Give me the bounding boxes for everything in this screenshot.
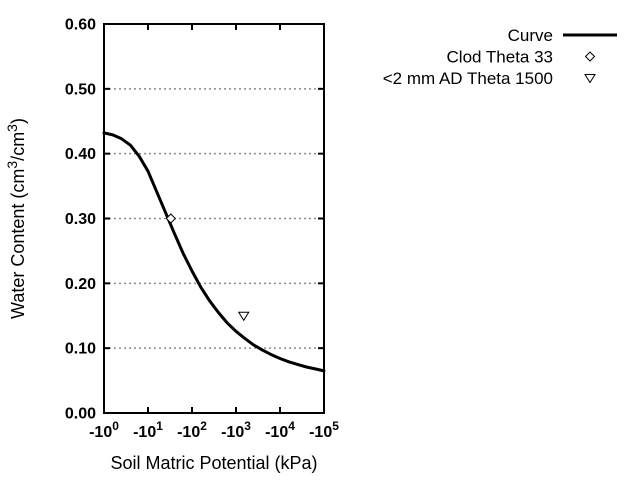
legend-diamond-icon: [584, 51, 596, 62]
legend-label: <2 mm AD Theta 1500: [383, 69, 553, 88]
legend-label: Curve: [508, 26, 553, 45]
legend-label: Clod Theta 33: [447, 48, 553, 67]
x-tick-label: -103: [221, 419, 251, 441]
x-tick-label: -105: [309, 419, 339, 441]
x-tick-label: -100: [89, 419, 119, 441]
legend-triangle-down-icon: [584, 74, 596, 84]
y-axis-title: Water Content (cm3/cm3): [4, 118, 28, 319]
x-tick-label: -101: [133, 419, 163, 441]
x-tick-label: -104: [265, 419, 295, 441]
y-tick-label: 0.60: [65, 17, 96, 34]
curve-line: [102, 131, 326, 373]
y-tick-label: 0.30: [65, 211, 96, 228]
data-point-diamond-icon: [165, 213, 177, 224]
y-tick-label: 0.50: [65, 81, 96, 98]
data-point-triangle-down-icon: [237, 311, 250, 322]
x-axis-title: Soil Matric Potential (kPa): [110, 453, 317, 473]
y-tick-label: 0.10: [65, 341, 96, 358]
y-tick-label: 0.00: [65, 406, 96, 423]
x-tick-label: -102: [177, 419, 207, 441]
y-tick-label: 0.40: [65, 146, 96, 163]
y-tick-label: 0.20: [65, 276, 96, 293]
